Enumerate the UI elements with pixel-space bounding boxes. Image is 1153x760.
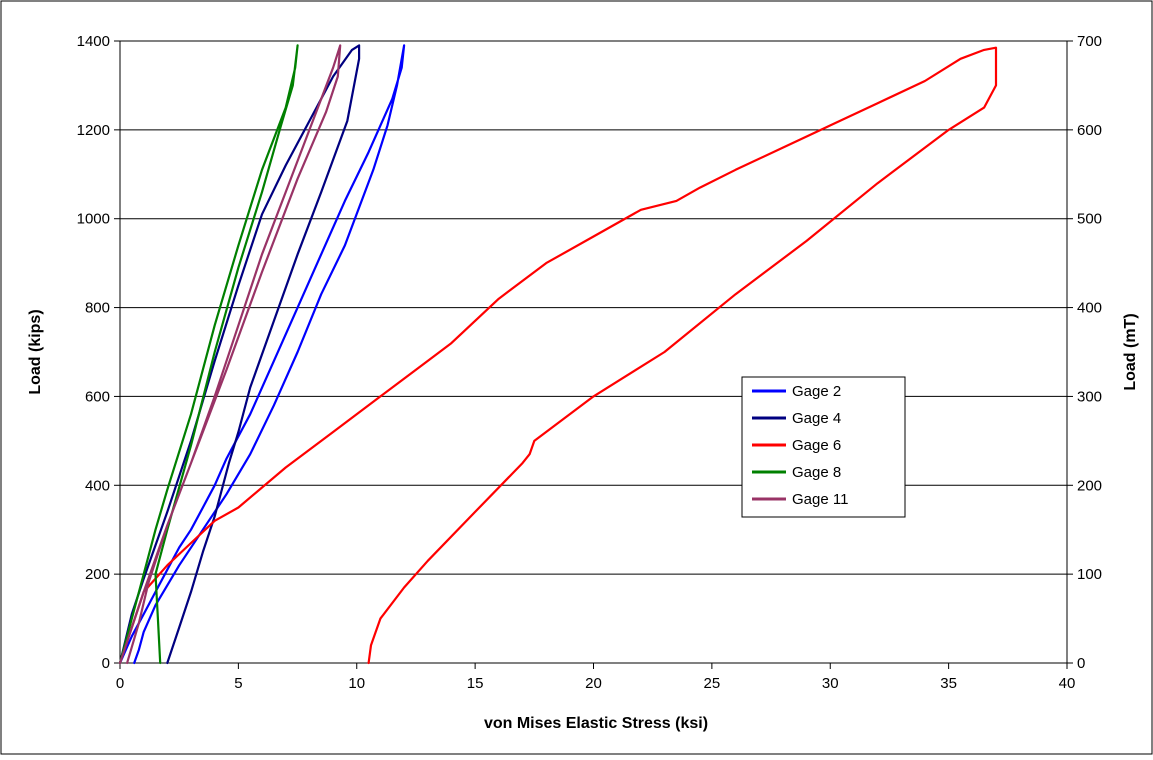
y2-tick-label: 100	[1077, 566, 1102, 583]
x-tick-label: 0	[116, 675, 124, 692]
y-tick-label: 600	[85, 388, 110, 405]
axes: 0200400600800100012001400010020030040050…	[77, 33, 1102, 692]
series-line-gage-11	[118, 44, 342, 665]
x-tick-label: 25	[704, 675, 721, 692]
series-lines	[118, 44, 998, 665]
x-axis-title: von Mises Elastic Stress (ksi)	[484, 715, 708, 732]
legend-label: Gage 6	[792, 437, 841, 454]
y-axis-title: Load (kips)	[27, 309, 44, 394]
series-line-gage-6	[118, 46, 998, 665]
y-tick-label: 0	[102, 655, 110, 672]
legend-label: Gage 4	[792, 410, 841, 427]
y2-tick-label: 400	[1077, 300, 1102, 317]
legend-label: Gage 8	[792, 464, 841, 481]
y-tick-label: 400	[85, 477, 110, 494]
legend: Gage 2 Gage 4 Gage 6 Gage 8 Gage 11	[741, 376, 906, 518]
y2-tick-label: 700	[1077, 33, 1102, 50]
series-line-gage-8	[118, 44, 299, 665]
y2-tick-label: 200	[1077, 477, 1102, 494]
y2-axis-title: Load (mT)	[1122, 313, 1139, 390]
x-tick-label: 30	[822, 675, 839, 692]
y2-tick-label: 0	[1077, 655, 1085, 672]
legend-label: Gage 2	[792, 383, 841, 400]
y-tick-label: 1400	[77, 33, 110, 50]
y-tick-label: 800	[85, 300, 110, 317]
y-tick-label: 1200	[77, 122, 110, 139]
legend-box	[741, 376, 906, 518]
x-tick-label: 40	[1059, 675, 1076, 692]
x-tick-label: 35	[940, 675, 957, 692]
legend-label: Gage 11	[792, 491, 848, 508]
x-tick-label: 10	[348, 675, 365, 692]
y2-tick-label: 300	[1077, 388, 1102, 405]
x-tick-label: 5	[234, 675, 242, 692]
y-tick-label: 200	[85, 566, 110, 583]
y2-tick-label: 500	[1077, 211, 1102, 228]
series-line-gage-2	[118, 44, 406, 665]
y-tick-label: 1000	[77, 211, 110, 228]
y2-tick-label: 600	[1077, 122, 1102, 139]
x-tick-label: 15	[467, 675, 484, 692]
x-tick-label: 20	[585, 675, 602, 692]
